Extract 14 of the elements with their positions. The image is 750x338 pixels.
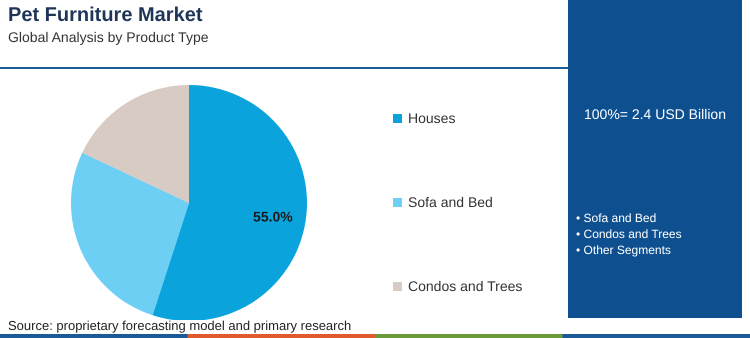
legend-label: Houses (408, 110, 456, 126)
legend-label: Sofa and Bed (408, 194, 493, 210)
chart-subtitle: Global Analysis by Product Type (8, 29, 209, 45)
data-label: 55.0% (253, 208, 294, 224)
text: • Other Segments (576, 242, 672, 258)
text: • Sofa and Bed (576, 210, 658, 226)
chart-title: Pet Furniture Market (8, 4, 202, 27)
text: • Condos and Trees (576, 226, 682, 242)
pie-slice (152, 85, 307, 320)
text: 100%= 2.4 USD Billion (582, 106, 728, 122)
pie-slice (71, 152, 189, 316)
source-note: Source: proprietary forecasting model and primary research (8, 318, 352, 333)
legend-label: Condos and Trees (408, 278, 522, 294)
pie-slice (82, 85, 189, 203)
